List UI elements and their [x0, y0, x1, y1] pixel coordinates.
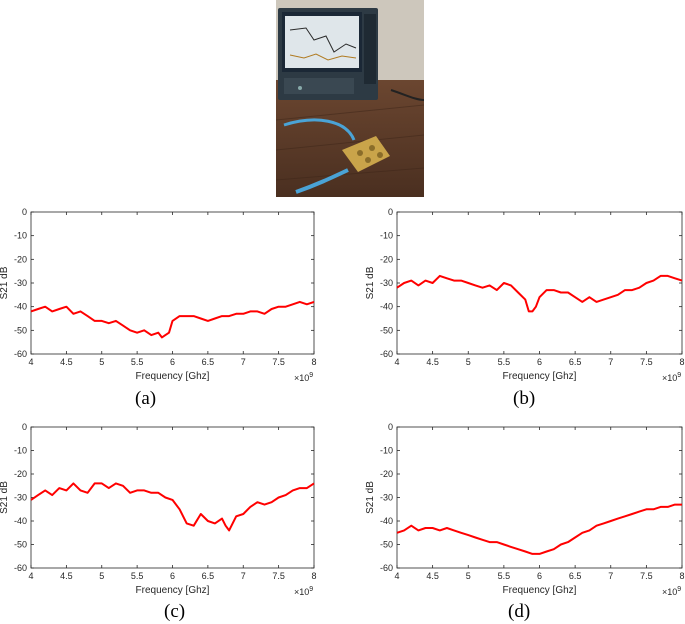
x-tick-label: 8: [311, 571, 316, 581]
y-tick-label: 0: [22, 207, 27, 217]
caption-b: (b): [513, 388, 536, 409]
x-tick-label: 4: [28, 357, 33, 367]
measurement-setup-photo: [276, 0, 424, 197]
y-tick-label: -40: [380, 302, 393, 312]
x-tick-label: 7: [241, 357, 246, 367]
x-tick-label: 7: [608, 571, 613, 581]
x-exponent-d: ×109: [662, 586, 681, 597]
x-axis-label-d: Frequency [Ghz]: [503, 585, 577, 596]
x-tick-label: 7: [608, 357, 613, 367]
y-tick-label: -10: [14, 231, 27, 241]
plot-area-c: [30, 426, 315, 569]
x-tick-label: 8: [679, 571, 684, 581]
x-exponent-a: ×109: [294, 372, 313, 383]
s21-series-line-b: [396, 274, 683, 313]
x-tick-label: 5.5: [498, 571, 511, 581]
y-tick-label: -10: [380, 231, 393, 241]
x-tick-label: 6: [170, 571, 175, 581]
y-tick-label: -10: [380, 446, 393, 456]
x-axis-label-b: Frequency [Ghz]: [503, 371, 577, 382]
y-tick-label: -30: [14, 278, 27, 288]
y-tick-label: -60: [14, 349, 27, 359]
y-tick-label: -50: [14, 540, 27, 550]
x-tick-label: 6.5: [569, 571, 582, 581]
x-tick-label: 6.5: [202, 571, 215, 581]
y-tick-label: -20: [14, 469, 27, 479]
x-tick-label: 6: [537, 357, 542, 367]
y-tick-label: -30: [380, 493, 393, 503]
y-tick-label: -20: [380, 469, 393, 479]
y-tick-label: -20: [380, 254, 393, 264]
y-axis-label-c: S21 dB: [0, 481, 10, 514]
y-tick-label: -40: [14, 302, 27, 312]
x-axis-label-a: Frequency [Ghz]: [136, 371, 210, 382]
y-axis-label-d: S21 dB: [365, 481, 376, 514]
caption-a: (a): [135, 388, 157, 409]
x-exponent-b: ×109: [662, 372, 681, 383]
x-tick-label: 7.5: [640, 571, 653, 581]
y-tick-label: -50: [14, 325, 27, 335]
s21-series-line-a: [30, 300, 315, 339]
x-tick-label: 4: [394, 357, 399, 367]
y-tick-label: -50: [380, 325, 393, 335]
y-tick-label: -40: [14, 516, 27, 526]
x-tick-label: 4: [28, 571, 33, 581]
plot-area-d: [396, 426, 683, 569]
x-tick-label: 7.5: [272, 357, 285, 367]
x-tick-label: 4.5: [426, 357, 439, 367]
x-tick-label: 5: [99, 357, 104, 367]
x-tick-label: 4.5: [60, 357, 73, 367]
y-tick-label: -10: [14, 446, 27, 456]
x-exponent-c: ×109: [294, 586, 313, 597]
s21-series-line-d: [396, 503, 682, 555]
y-tick-label: -20: [14, 254, 27, 264]
x-tick-label: 7.5: [272, 571, 285, 581]
x-tick-label: 6: [537, 571, 542, 581]
x-tick-label: 5.5: [131, 357, 144, 367]
x-tick-label: 6: [170, 357, 175, 367]
y-tick-label: -60: [380, 563, 393, 573]
y-axis-label-b: S21 dB: [365, 266, 376, 299]
y-tick-label: -30: [380, 278, 393, 288]
y-tick-label: 0: [388, 422, 393, 432]
y-tick-label: -30: [14, 493, 27, 503]
caption-d: (d): [508, 601, 531, 622]
x-tick-label: 5.5: [131, 571, 144, 581]
y-tick-label: 0: [22, 422, 27, 432]
s21-series-line-c: [30, 482, 315, 532]
x-axis-label-c: Frequency [Ghz]: [136, 585, 210, 596]
y-tick-label: -40: [380, 516, 393, 526]
y-tick-label: -50: [380, 540, 393, 550]
x-tick-label: 7: [241, 571, 246, 581]
plot-area-a: [30, 211, 315, 355]
x-tick-label: 4.5: [60, 571, 73, 581]
x-tick-label: 6.5: [569, 357, 582, 367]
y-tick-label: -60: [380, 349, 393, 359]
x-tick-label: 6.5: [202, 357, 215, 367]
x-tick-label: 8: [679, 357, 684, 367]
x-tick-label: 7.5: [640, 357, 653, 367]
y-axis-label-a: S21 dB: [0, 266, 10, 299]
x-tick-label: 5.5: [498, 357, 511, 367]
x-tick-label: 8: [311, 357, 316, 367]
x-tick-label: 5: [466, 357, 471, 367]
x-tick-label: 5: [466, 571, 471, 581]
caption-c: (c): [164, 601, 186, 622]
y-tick-label: -60: [14, 563, 27, 573]
x-tick-label: 5: [99, 571, 104, 581]
y-tick-label: 0: [388, 207, 393, 217]
plot-area-b: [396, 211, 683, 355]
x-tick-label: 4.5: [426, 571, 439, 581]
x-tick-label: 4: [394, 571, 399, 581]
